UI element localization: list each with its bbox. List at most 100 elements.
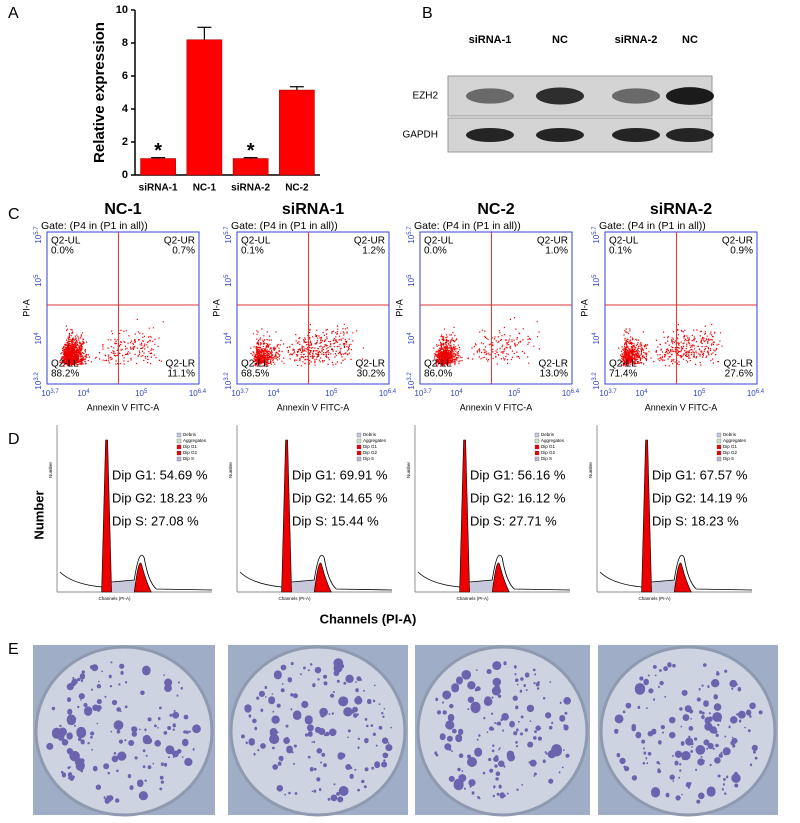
- legend-label: Dip G1: [723, 444, 738, 449]
- x-tick-label: 103.7: [599, 389, 617, 399]
- tick-exponent: 5.7: [224, 226, 230, 235]
- tick-exponent: 4: [644, 389, 648, 395]
- legend-label: Aggregates: [541, 438, 565, 443]
- tick-base: 10: [407, 234, 416, 243]
- tick-exponent: 5: [702, 389, 706, 395]
- legend-swatch: [716, 438, 722, 444]
- fit-line: [59, 554, 213, 591]
- sphase-area: [290, 580, 319, 592]
- y-axis-label: PI-A: [394, 299, 404, 317]
- legend-swatch: [716, 432, 722, 438]
- quadrant-value: 1.2%: [362, 246, 385, 257]
- legend-swatch: [356, 444, 362, 450]
- tick-base: 10: [414, 389, 423, 398]
- g2-peak: [491, 562, 510, 593]
- legend-label: Dip G2: [363, 450, 378, 455]
- gate-label: Gate: (P4 in (P1 in all)): [231, 220, 338, 232]
- x-tick-label: 104: [635, 389, 648, 399]
- tick-base: 10: [693, 389, 702, 398]
- quadrant-name: Q2-UL: [51, 236, 81, 247]
- quadrant-name: Q2-LL: [241, 359, 269, 370]
- tick-base: 10: [325, 389, 334, 398]
- legend-swatch: [534, 456, 540, 462]
- quadrant-value: 27.6%: [725, 369, 753, 380]
- y-axis-label: PI-A: [579, 299, 589, 317]
- blot-band: [466, 88, 514, 104]
- x-tick-label: 103.7: [414, 389, 432, 399]
- quadrant-name: Q2-LR: [356, 359, 385, 370]
- y-tick-label: 105.7: [34, 226, 44, 244]
- quadrant-value: 1.0%: [545, 246, 568, 257]
- tick-exponent: 5: [407, 274, 413, 278]
- tick-base: 10: [267, 389, 276, 398]
- quadrant-value: 0.7%: [172, 246, 195, 257]
- tick-base: 10: [592, 380, 601, 389]
- legend-label: Debris: [363, 432, 377, 437]
- tick-base: 10: [224, 380, 233, 389]
- tick-exponent: 5: [34, 274, 40, 278]
- x-axis-label: Annexin V FITC-A: [87, 402, 160, 412]
- quadrant-name: Q2-LL: [51, 359, 79, 370]
- quadrant-name: Q2-LR: [166, 359, 195, 370]
- legend-swatch: [534, 450, 540, 456]
- colonies: [46, 661, 201, 804]
- legend-label: Aggregates: [363, 438, 387, 443]
- y-tick-label: 103.2: [592, 372, 602, 390]
- y-tick-label: 105.7: [224, 226, 234, 244]
- tick-base: 10: [135, 389, 144, 398]
- quadrant-name: Q2-UL: [241, 236, 271, 247]
- tick-base: 10: [592, 277, 601, 286]
- tick-exponent: 5.7: [407, 226, 413, 235]
- legend-label: Dip G2: [541, 450, 556, 455]
- tick-exponent: 3.2: [224, 372, 230, 381]
- scatter-dots: [433, 317, 540, 367]
- panel-label: C: [8, 206, 20, 223]
- x-tick-label: 103.7: [231, 389, 249, 399]
- tick-base: 10: [450, 389, 459, 398]
- plot-frame: [236, 231, 390, 385]
- quadrant-name: Q2-UL: [424, 236, 454, 247]
- local-y-label: Number: [406, 462, 411, 479]
- cycle-stat: Dip G1: 67.57 %: [652, 467, 748, 482]
- tick-base: 10: [34, 234, 43, 243]
- plot-title: NC-2: [477, 201, 514, 218]
- local-x-label: Channels (PI-A): [98, 596, 131, 601]
- quadrant-value: 0.0%: [424, 246, 447, 257]
- error-bar: [289, 86, 304, 91]
- lane-label: siRNA-2: [615, 34, 658, 46]
- quadrant-value: 88.2%: [51, 369, 79, 380]
- tick-exponent: 4: [592, 332, 598, 336]
- g1-peak: [281, 439, 292, 593]
- tick-base: 10: [224, 234, 233, 243]
- tick-exponent: 3.7: [50, 389, 59, 395]
- legend-swatch: [716, 450, 722, 456]
- y-tick-label: 103.2: [34, 372, 44, 390]
- error-bar: [197, 26, 212, 40]
- y-axis-label: Relative expression: [91, 22, 108, 163]
- x-tick-label: siRNA-2: [231, 183, 270, 194]
- blot-band: [536, 87, 584, 105]
- tick-exponent: 4: [34, 332, 40, 336]
- legend-swatch: [356, 450, 362, 456]
- g1-peak: [101, 439, 112, 593]
- cycle-stat: Dip G2: 16.12 %: [470, 490, 566, 505]
- legend-label: Dip S: [183, 456, 194, 461]
- tick-base: 10: [34, 335, 43, 344]
- tick-base: 10: [407, 335, 416, 344]
- y-tick-label: 104: [34, 332, 44, 345]
- x-axis-label: Annexin V FITC-A: [460, 402, 533, 412]
- gate-label: Gate: (P4 in (P1 in all)): [41, 220, 148, 232]
- gate-label: Gate: (P4 in (P1 in all)): [599, 220, 706, 232]
- local-y-label: Number: [48, 462, 53, 479]
- y-tick-label: 4: [122, 103, 129, 115]
- bar: [279, 89, 315, 176]
- legend-label: Dip S: [541, 456, 552, 461]
- blot-band: [666, 128, 714, 142]
- colonies: [434, 661, 571, 800]
- scatter-dots: [618, 323, 723, 367]
- x-tick-label: 104: [450, 389, 463, 399]
- quadrant-name: Q2-UL: [609, 236, 639, 247]
- quadrant-value: 0.1%: [609, 246, 632, 257]
- quadrant-name: Q2-LL: [424, 359, 452, 370]
